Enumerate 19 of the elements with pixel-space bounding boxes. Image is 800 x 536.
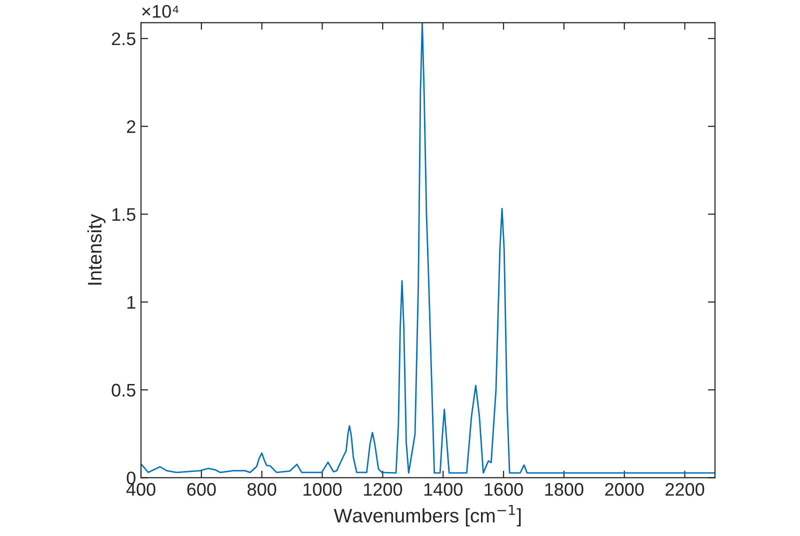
x-tick-label: 800 <box>248 483 276 496</box>
x-tick-label: 1200 <box>364 483 402 496</box>
x-tick-label: 600 <box>187 483 216 496</box>
y-tick-label: 2 <box>127 120 136 133</box>
y-tick-label: 1 <box>127 296 136 309</box>
x-tick-label: 400 <box>126 483 156 496</box>
y-axis-title: Intensity <box>87 214 106 285</box>
x-tick-label: 1800 <box>545 483 584 496</box>
y-tick-label: 0.5 <box>112 384 136 397</box>
text: ×10⁴ <box>142 4 178 18</box>
y-tick-label: 2.5 <box>112 32 136 46</box>
x-tick-label: 1000 <box>304 483 342 496</box>
x-tick-label: 1400 <box>424 483 462 496</box>
y-tick-label: 1.5 <box>112 208 136 221</box>
x-axis-title: Wavenumbers [cm$^{−1}$] <box>334 504 521 526</box>
y-tick-label: 0 <box>126 472 136 484</box>
x-tick-label: 1600 <box>484 483 523 496</box>
x-tick-label: 2200 <box>666 483 704 496</box>
x-tick-label: 2000 <box>605 483 644 496</box>
